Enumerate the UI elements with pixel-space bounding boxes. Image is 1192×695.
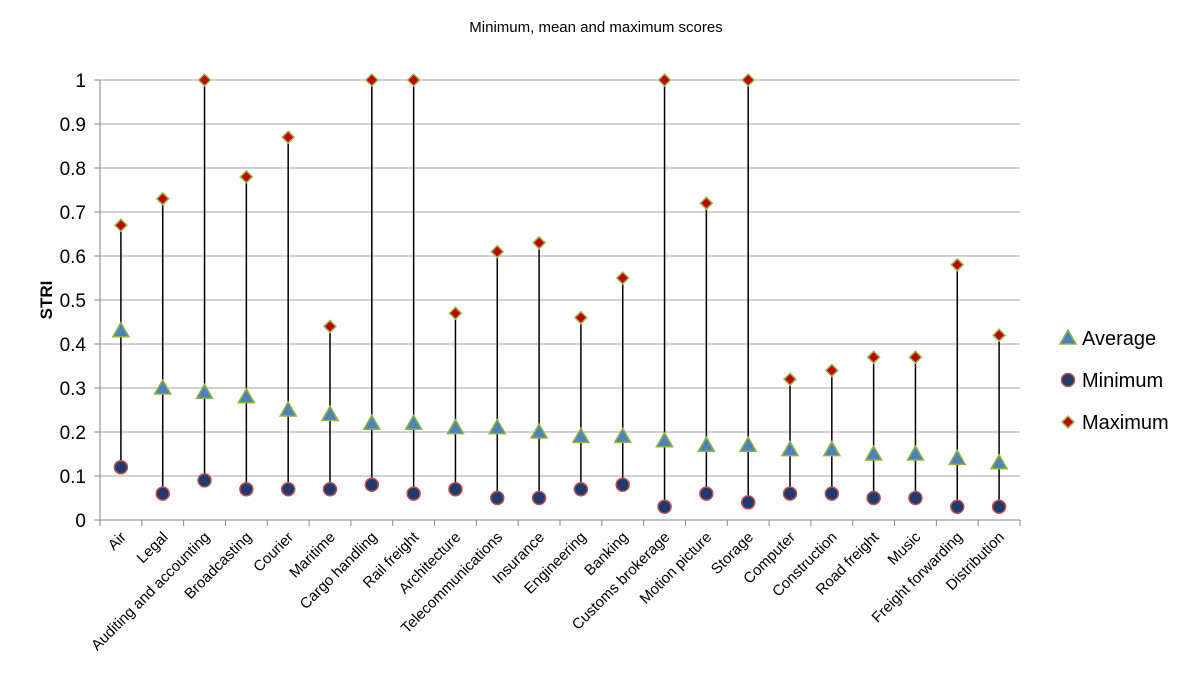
minimum-marker bbox=[490, 490, 505, 506]
y-tick-label: 0.1 bbox=[60, 467, 86, 488]
maximum-marker bbox=[532, 235, 547, 250]
y-tick-label: 0.7 bbox=[60, 203, 86, 224]
y-tick-label: 0.6 bbox=[60, 247, 86, 268]
minimum-marker bbox=[531, 490, 547, 506]
minimum-marker bbox=[322, 481, 338, 497]
minimum-marker bbox=[657, 499, 672, 515]
maximum-marker bbox=[782, 372, 798, 387]
x-tick-label: Legal bbox=[134, 529, 172, 567]
minimum-marker bbox=[364, 477, 380, 493]
minimum-marker bbox=[782, 486, 798, 501]
average-marker bbox=[404, 413, 423, 430]
average-marker bbox=[947, 448, 967, 466]
y-tick-label: 0.5 bbox=[60, 291, 86, 312]
legend-item: Average bbox=[1058, 328, 1156, 350]
average-marker bbox=[906, 444, 925, 461]
average-marker bbox=[111, 321, 131, 338]
average-marker bbox=[487, 418, 507, 435]
legend-maximum-marker bbox=[1060, 414, 1076, 430]
maximum-marker bbox=[239, 169, 254, 184]
chart-title: Minimum, mean and maximum scores bbox=[469, 19, 722, 36]
y-tick-label: 0 bbox=[75, 511, 86, 532]
maximum-marker bbox=[155, 191, 170, 206]
minimum-marker bbox=[406, 486, 421, 501]
average-marker bbox=[195, 382, 214, 400]
legend-label: Maximum bbox=[1082, 412, 1169, 434]
maximum-marker bbox=[364, 72, 379, 88]
minimum-marker bbox=[197, 473, 212, 488]
maximum-marker bbox=[866, 350, 881, 365]
average-marker bbox=[989, 453, 1009, 470]
legend: Average Minimum Maximum bbox=[1058, 328, 1169, 434]
minimum-marker bbox=[699, 486, 714, 501]
y-tick-labels: 0 0.1 0.2 0.3 0.4 0.5 0.6 0.7 0.8 0.9 1 bbox=[60, 71, 87, 532]
y-axis-label: STRI bbox=[37, 281, 56, 320]
maximum-marker bbox=[281, 130, 296, 145]
maximum-marker bbox=[197, 72, 212, 88]
minimum-marker bbox=[950, 499, 965, 515]
minimum-marker bbox=[573, 481, 589, 497]
average-marker bbox=[446, 418, 465, 435]
gridlines bbox=[100, 79, 1020, 477]
average-marker bbox=[738, 435, 758, 452]
minimum-marker bbox=[155, 486, 170, 501]
average-marker bbox=[864, 444, 883, 461]
y-tick-label: 0.4 bbox=[60, 335, 87, 356]
y-tick-label: 0.3 bbox=[60, 379, 86, 400]
average-marker bbox=[780, 440, 800, 457]
minimum-marker bbox=[113, 459, 129, 475]
average-marker bbox=[153, 378, 173, 395]
average-marker bbox=[613, 426, 633, 444]
maximum-marker bbox=[992, 328, 1007, 343]
minimum-marker bbox=[448, 481, 463, 497]
legend-item: Minimum bbox=[1060, 370, 1163, 392]
maximum-marker bbox=[741, 72, 756, 88]
minimum-marker bbox=[280, 481, 296, 497]
maximum-marker bbox=[490, 244, 505, 259]
x-tick-label: Air bbox=[105, 529, 130, 554]
average-marker bbox=[529, 422, 549, 439]
average-marker bbox=[697, 435, 716, 452]
minimum-marker bbox=[824, 486, 840, 501]
axes bbox=[94, 79, 1021, 526]
range-lines bbox=[120, 80, 1000, 507]
legend-average-marker bbox=[1058, 328, 1078, 345]
maximum-marker bbox=[573, 310, 588, 325]
maximum-marker bbox=[908, 350, 923, 365]
data-markers bbox=[111, 72, 1009, 515]
maximum-marker bbox=[448, 306, 463, 321]
maximum-marker bbox=[322, 319, 338, 334]
average-marker bbox=[278, 400, 298, 417]
legend-label: Average bbox=[1082, 328, 1156, 350]
maximum-marker bbox=[950, 257, 965, 272]
maximum-marker bbox=[615, 270, 630, 286]
maximum-marker bbox=[699, 196, 714, 211]
maximum-marker bbox=[113, 218, 128, 233]
legend-label: Minimum bbox=[1082, 370, 1163, 392]
average-marker bbox=[362, 413, 382, 430]
minimum-marker bbox=[908, 490, 923, 506]
y-tick-label: 1 bbox=[75, 71, 86, 92]
legend-item: Maximum bbox=[1060, 412, 1169, 434]
average-marker bbox=[571, 426, 591, 444]
average-marker bbox=[822, 440, 842, 457]
average-marker bbox=[237, 387, 256, 404]
average-marker bbox=[320, 404, 340, 422]
y-tick-label: 0.2 bbox=[60, 423, 86, 444]
maximum-marker bbox=[657, 72, 672, 88]
maximum-marker bbox=[406, 72, 421, 88]
y-tick-label: 0.8 bbox=[60, 159, 86, 180]
x-tick-label: Music bbox=[885, 528, 925, 568]
minimum-marker bbox=[991, 499, 1007, 515]
legend-minimum-marker bbox=[1060, 372, 1076, 388]
minimum-marker bbox=[740, 495, 756, 510]
minimum-marker bbox=[866, 490, 881, 506]
maximum-marker bbox=[824, 363, 839, 378]
minimum-marker bbox=[239, 481, 254, 497]
minimum-marker bbox=[615, 477, 630, 493]
average-marker bbox=[655, 431, 674, 448]
y-tick-label: 0.9 bbox=[60, 115, 86, 136]
